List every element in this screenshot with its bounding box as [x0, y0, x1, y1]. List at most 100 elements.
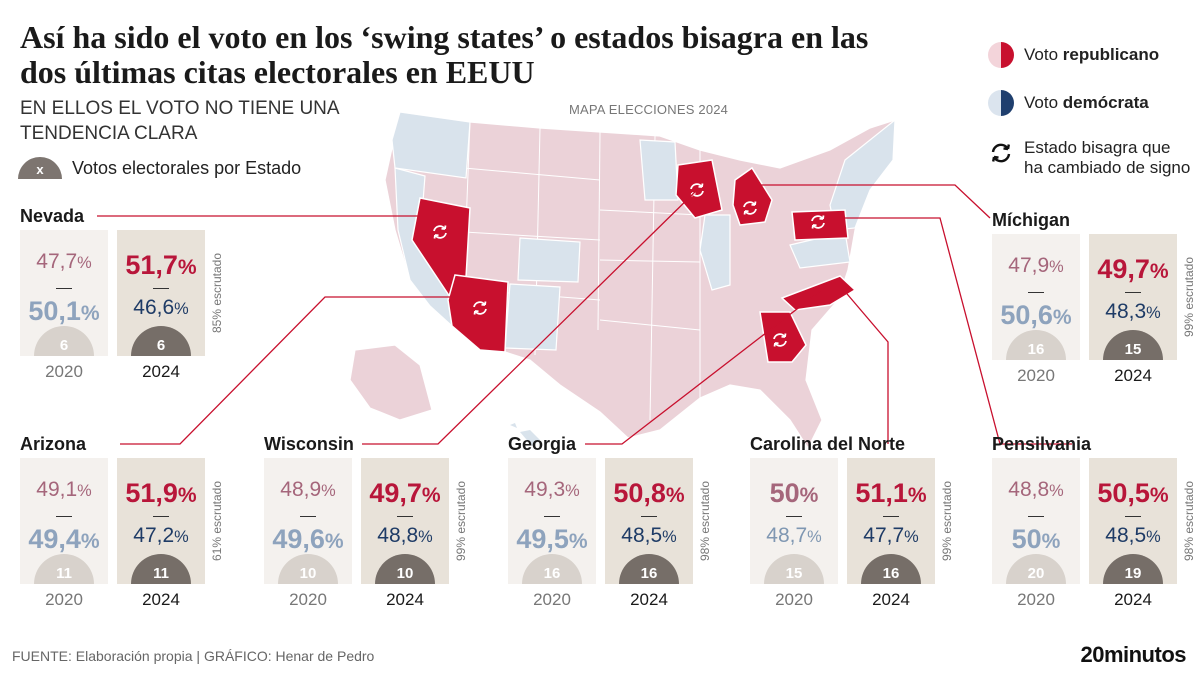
year-2024: 2024 — [1114, 590, 1152, 609]
electoral-votes-2024: 11 — [131, 554, 191, 584]
scrutinized-label: 61% escrutado — [210, 480, 224, 562]
year-2024: 2024 — [386, 590, 424, 609]
rep-percent-2020: 47,7% — [36, 250, 92, 273]
year-2020: 2020 — [775, 590, 813, 609]
dash-separator — [153, 288, 169, 289]
year-2020: 2020 — [533, 590, 571, 609]
minnesota — [639, 139, 679, 201]
dash-separator — [56, 516, 72, 517]
colorado — [517, 237, 581, 283]
electoral-votes-2020: 20 — [1006, 554, 1066, 584]
dash-separator — [397, 516, 413, 517]
dem-percent-2024: 48,8% — [377, 524, 433, 547]
dash-separator — [1028, 516, 1044, 517]
rep-percent-2024: 51,7% — [125, 250, 197, 280]
legend-dem-bold: demócrata — [1062, 93, 1149, 112]
half-pie-red-icon — [988, 42, 1014, 68]
dash-separator — [544, 516, 560, 517]
electoral-votes-2020: 10 — [278, 554, 338, 584]
map-caption: MAPA ELECCIONES 2024 — [569, 102, 729, 117]
column-2024: 50,5% 48,5% 19 — [1089, 458, 1177, 584]
dash-separator — [786, 516, 802, 517]
state-name: Míchigan — [992, 210, 1071, 230]
column-2024: 49,7% 48,8% 10 — [361, 458, 449, 584]
electoral-votes-2020: 11 — [34, 554, 94, 584]
column-2020: 47,9% 50,6% 16 — [992, 234, 1080, 360]
column-2020: 50% 48,7% 15 — [750, 458, 838, 584]
dem-percent-2020: 49,5% — [516, 524, 588, 554]
state-name: Nevada — [20, 206, 85, 226]
dash-separator — [641, 516, 657, 517]
rep-percent-2020: 49,1% — [36, 478, 92, 501]
year-2020: 2020 — [1017, 366, 1055, 385]
rep-percent-2020: 48,9% — [280, 478, 336, 501]
dem-percent-2024: 47,7% — [863, 524, 919, 547]
electoral-votes-2020: 15 — [764, 554, 824, 584]
state-name: Wisconsin — [264, 434, 354, 454]
scrutinized-label: 99% escrutado — [940, 480, 954, 562]
legend-swing: Estado bisagra que ha cambiado de signo — [988, 138, 1198, 178]
michigan-shape — [732, 166, 773, 226]
half-pie-blue-icon — [988, 90, 1014, 116]
wisconsin-shape — [675, 159, 723, 219]
rep-percent-2024: 50,8% — [613, 478, 685, 508]
dem-percent-2020: 49,6% — [272, 524, 344, 554]
source-footer: FUENTE: Elaboración propia | GRÁFICO: He… — [12, 648, 375, 664]
pennsylvania-shape — [791, 209, 849, 241]
year-2024: 2024 — [142, 590, 180, 609]
year-2020: 2020 — [289, 590, 327, 609]
northeast — [829, 118, 896, 231]
brand-logo: 20minutos — [1080, 642, 1186, 667]
rep-percent-2020: 47,9% — [1008, 254, 1064, 277]
dash-separator — [883, 516, 899, 517]
year-2020: 2020 — [45, 590, 83, 609]
state-name: Arizona — [20, 434, 87, 454]
electoral-votes-2024: 16 — [619, 554, 679, 584]
electoral-votes-legend-label: Votos electorales por Estado — [72, 157, 302, 178]
electoral-votes-2024: 10 — [375, 554, 435, 584]
column-2020: 49,1% 49,4% 11 — [20, 458, 108, 584]
electoral-votes-2024: 19 — [1103, 554, 1163, 584]
electoral-votes-2024: 15 — [1103, 330, 1163, 360]
illinois — [699, 214, 731, 291]
hawaii — [510, 423, 540, 446]
rep-percent-2020: 48,8% — [1008, 478, 1064, 501]
electoral-votes-2020: 16 — [522, 554, 582, 584]
scrutinized-label: 99% escrutado — [454, 480, 468, 562]
scrutinized-label: 98% escrutado — [1182, 480, 1196, 562]
rep-percent-2024: 50,5% — [1097, 478, 1169, 508]
dash-separator — [1125, 292, 1141, 293]
dash-separator — [56, 288, 72, 289]
page-title: Así ha sido el voto en los ‘swing states… — [20, 19, 869, 90]
year-2024: 2024 — [1114, 366, 1152, 385]
electoral-votes-half-circle-icon: x — [18, 157, 62, 179]
rep-percent-2024: 49,7% — [369, 478, 441, 508]
year-2020: 2020 — [45, 362, 83, 381]
column-2024: 51,7% 46,6% 6 — [117, 230, 205, 356]
column-2024: 50,8% 48,5% 16 — [605, 458, 693, 584]
dash-separator — [1028, 292, 1044, 293]
column-2024: 49,7% 48,3% 15 — [1089, 234, 1177, 360]
dash-separator — [300, 516, 316, 517]
electoral-votes-legend: x Votos electorales por Estado — [18, 156, 301, 180]
rep-percent-2024: 49,7% — [1097, 254, 1169, 284]
dem-percent-2020: 49,4% — [28, 524, 100, 554]
legend-rep-prefix: Voto — [1024, 45, 1063, 64]
electoral-votes-2020: 6 — [34, 326, 94, 356]
dem-percent-2020: 50,6% — [1000, 300, 1072, 330]
dem-percent-2024: 48,5% — [1105, 524, 1161, 547]
alaska — [349, 344, 433, 421]
column-2020: 48,9% 49,6% 10 — [264, 458, 352, 584]
column-2024: 51,9% 47,2% 11 — [117, 458, 205, 584]
dash-separator — [153, 516, 169, 517]
us-map — [349, 111, 896, 450]
legend-rep-bold: republicano — [1062, 45, 1160, 64]
year-2024: 2024 — [630, 590, 668, 609]
year-2024: 2024 — [142, 362, 180, 381]
scrutinized-label: 85% escrutado — [210, 252, 224, 334]
year-2024: 2024 — [872, 590, 910, 609]
dash-separator — [1125, 516, 1141, 517]
scrutinized-label: 99% escrutado — [1182, 256, 1196, 338]
scrutinized-label: 98% escrutado — [698, 480, 712, 562]
